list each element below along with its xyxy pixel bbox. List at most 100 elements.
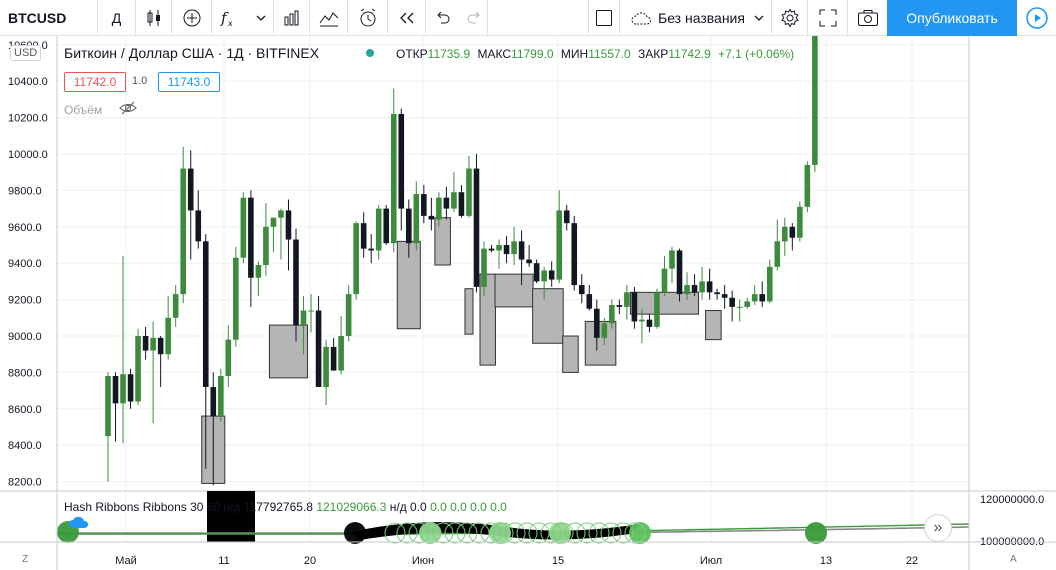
price-tick-label: 8400.0: [8, 440, 42, 452]
indicators-button[interactable]: f x: [212, 0, 274, 35]
candle-body: [556, 210, 562, 280]
session-boxes: [201, 217, 722, 484]
undo-button[interactable]: [426, 0, 460, 35]
snapshot-button[interactable]: [848, 0, 887, 35]
undo-icon: [437, 11, 450, 23]
candle-body: [293, 239, 299, 326]
candle-body: [263, 226, 269, 266]
price-tick-label: 8800.0: [8, 367, 42, 379]
settings-button[interactable]: [772, 0, 808, 35]
market-status-dot[interactable]: [366, 49, 374, 57]
layout-button[interactable]: [588, 0, 620, 35]
candle-body: [578, 285, 585, 295]
candle-body: [646, 319, 653, 327]
signal-circle: [384, 522, 406, 544]
session-box: [705, 310, 722, 341]
symbol-search-button[interactable]: BTCUSD: [0, 0, 98, 35]
time-tick-label: 13: [820, 555, 832, 567]
candle-body: [443, 197, 450, 209]
templates-button[interactable]: [274, 0, 310, 35]
layout-name-button[interactable]: Без названия: [620, 0, 772, 35]
scroll-to-realtime-button[interactable]: »: [924, 514, 952, 542]
currency-label[interactable]: USD: [10, 45, 42, 61]
candle-body: [135, 336, 141, 402]
candle-body: [691, 285, 698, 293]
volume-label[interactable]: Объём: [64, 103, 103, 117]
price-tick-label: 10000.0: [8, 149, 48, 161]
price-tick-label: 8200.0: [8, 477, 42, 489]
candle-body: [766, 266, 773, 302]
timezone-button[interactable]: Z: [22, 554, 29, 565]
candle-body: [669, 250, 675, 269]
time-tick-label: 15: [552, 555, 564, 567]
candle-body: [804, 164, 811, 207]
hide-eye-icon[interactable]: [119, 101, 137, 115]
cloud-icon: [631, 11, 651, 24]
fullscreen-icon: [819, 9, 836, 26]
candle-body: [187, 168, 194, 211]
candle-body: [518, 241, 525, 260]
signal-circle: [576, 522, 598, 544]
candle-body: [797, 206, 803, 238]
session-box: [562, 335, 579, 373]
play-icon: [1025, 7, 1048, 29]
play-button[interactable]: [1017, 0, 1056, 36]
compare-button[interactable]: [310, 0, 348, 35]
candle-body: [503, 245, 510, 255]
candle-body: [721, 294, 728, 298]
auto-scale-button[interactable]: A: [1010, 554, 1017, 565]
chart-area[interactable]: 10600.010400.010200.010000.09800.09600.0…: [0, 36, 1056, 570]
candle-body: [511, 241, 517, 255]
price-tick-label: 9000.0: [8, 331, 42, 343]
candle-body: [676, 250, 683, 295]
cloud-logo-icon[interactable]: [68, 514, 90, 530]
chart-legend-title[interactable]: Биткоин / Доллар США · 1Д · BITFINEX: [64, 45, 320, 61]
candle-body: [496, 245, 502, 251]
candle-body: [481, 248, 487, 287]
interval-button[interactable]: Д: [98, 0, 136, 35]
signal-circle: [588, 522, 610, 544]
candle-body: [285, 210, 292, 240]
signal-circle: [444, 522, 466, 544]
session-box: [479, 273, 497, 366]
fullscreen-button[interactable]: [808, 0, 848, 35]
candle-body: [661, 268, 668, 293]
candle-body: [225, 339, 232, 377]
signal-circle: [805, 522, 827, 544]
indicator-legend[interactable]: Hash Ribbons Ribbons 30 60 н/д 117792765…: [64, 500, 507, 514]
signal-circle: [540, 522, 562, 544]
candle-body: [631, 292, 638, 322]
candle-body: [142, 336, 149, 351]
candle-body: [120, 374, 126, 404]
indicators-icon: f x: [220, 9, 233, 27]
candle-body: [360, 223, 367, 249]
candle-body: [338, 336, 344, 371]
candle-body: [451, 192, 457, 209]
candle-body: [609, 305, 615, 324]
signal-circle: [468, 522, 490, 544]
layout-name: Без названия: [658, 9, 745, 26]
signal-circle: [432, 522, 454, 544]
replay-button[interactable]: [388, 0, 426, 35]
redo-icon: [467, 11, 480, 23]
sell-price-button[interactable]: 11742.0: [64, 72, 126, 92]
chart-style-button[interactable]: [136, 0, 172, 35]
buy-price-button[interactable]: 11743.0: [158, 72, 220, 92]
time-axis: Май 11 20 Июн 15 Июл 13 22: [115, 555, 918, 567]
signal-circle: [480, 522, 502, 544]
signal-circle: [396, 522, 418, 544]
publish-button[interactable]: Опубликовать: [887, 0, 1017, 36]
settings-icon: [780, 8, 799, 28]
candle-body: [210, 386, 217, 417]
alert-button[interactable]: [348, 0, 388, 35]
add-compare-button[interactable]: [172, 0, 212, 35]
time-tick-label: 20: [304, 555, 316, 567]
chart-frame: [0, 36, 1056, 570]
candle-body: [533, 263, 540, 282]
chevron-down-icon: [754, 15, 764, 21]
candle-body: [729, 297, 735, 307]
candle-body: [541, 270, 547, 282]
candle-body: [300, 310, 307, 326]
candle-body: [240, 197, 247, 258]
redo-button[interactable]: [460, 0, 488, 35]
